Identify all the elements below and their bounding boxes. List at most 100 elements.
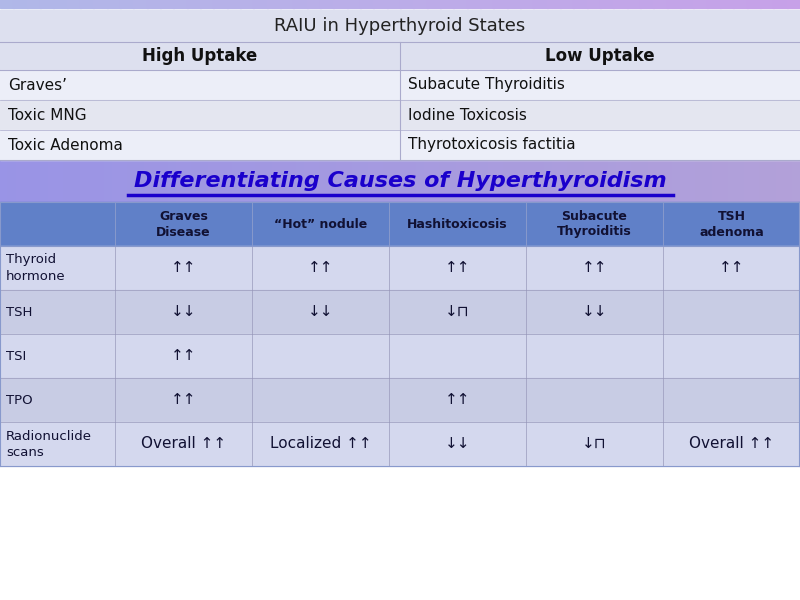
Bar: [488, 160, 497, 202]
Text: Graves’: Graves’: [8, 77, 67, 92]
Bar: [200, 160, 209, 202]
Bar: [344, 160, 353, 202]
Text: TSH: TSH: [6, 305, 32, 319]
Bar: [746, 0, 761, 8]
Bar: [240, 160, 249, 202]
Bar: [306, 0, 321, 8]
Bar: [296, 160, 305, 202]
Bar: [696, 160, 705, 202]
Bar: [480, 160, 489, 202]
Text: Thyroid
hormone: Thyroid hormone: [6, 253, 66, 283]
Bar: [254, 0, 268, 8]
Bar: [272, 160, 281, 202]
Text: Iodine Toxicosis: Iodine Toxicosis: [408, 107, 527, 122]
Bar: [216, 160, 225, 202]
Bar: [568, 160, 577, 202]
Bar: [464, 160, 473, 202]
Bar: [706, 0, 721, 8]
Bar: [280, 160, 289, 202]
Bar: [792, 160, 800, 202]
Bar: [360, 0, 374, 8]
Bar: [0, 334, 800, 378]
Bar: [48, 160, 57, 202]
Bar: [66, 0, 81, 8]
Bar: [0, 422, 800, 466]
Bar: [734, 0, 748, 8]
Bar: [632, 160, 641, 202]
Bar: [640, 160, 649, 202]
Bar: [88, 160, 97, 202]
Bar: [0, 70, 800, 100]
Bar: [0, 0, 14, 8]
Bar: [294, 0, 308, 8]
Bar: [288, 160, 297, 202]
Bar: [672, 160, 681, 202]
Bar: [146, 0, 161, 8]
Bar: [248, 160, 257, 202]
Bar: [472, 160, 481, 202]
Bar: [134, 0, 148, 8]
Bar: [408, 160, 417, 202]
Bar: [214, 0, 228, 8]
Bar: [466, 0, 481, 8]
Bar: [226, 0, 241, 8]
Bar: [416, 160, 425, 202]
Text: ↑↑: ↑↑: [170, 392, 196, 407]
Bar: [24, 160, 33, 202]
Bar: [328, 160, 337, 202]
Bar: [694, 0, 708, 8]
Bar: [374, 0, 388, 8]
Bar: [104, 160, 113, 202]
Text: ↓↓: ↓↓: [582, 304, 607, 319]
Bar: [384, 160, 393, 202]
Bar: [448, 160, 457, 202]
Text: Localized ↑↑: Localized ↑↑: [270, 437, 371, 451]
Bar: [80, 160, 89, 202]
Bar: [600, 160, 609, 202]
Text: High Uptake: High Uptake: [142, 47, 258, 65]
Bar: [512, 160, 521, 202]
Bar: [0, 130, 800, 160]
Text: Differentiating Causes of Hyperthyroidism: Differentiating Causes of Hyperthyroidis…: [134, 171, 666, 191]
Bar: [712, 160, 721, 202]
Bar: [552, 160, 561, 202]
Bar: [136, 160, 145, 202]
Bar: [64, 160, 73, 202]
Bar: [0, 42, 800, 70]
Bar: [184, 160, 193, 202]
Bar: [494, 0, 508, 8]
Bar: [0, 160, 9, 202]
Bar: [624, 160, 633, 202]
Bar: [546, 0, 561, 8]
Bar: [626, 0, 641, 8]
Bar: [600, 0, 614, 8]
Bar: [680, 0, 694, 8]
Bar: [480, 0, 494, 8]
Bar: [774, 0, 788, 8]
Bar: [506, 0, 521, 8]
Text: ↑↑: ↑↑: [170, 260, 196, 275]
Bar: [0, 246, 800, 290]
Text: Overall ↑↑: Overall ↑↑: [141, 437, 226, 451]
Text: ↓↓: ↓↓: [308, 304, 334, 319]
Bar: [688, 160, 697, 202]
Bar: [760, 0, 774, 8]
Bar: [520, 160, 529, 202]
Bar: [304, 160, 313, 202]
Bar: [160, 0, 174, 8]
Bar: [744, 160, 753, 202]
Bar: [40, 0, 54, 8]
Bar: [654, 0, 668, 8]
Bar: [704, 160, 713, 202]
Bar: [640, 0, 654, 8]
Bar: [320, 0, 334, 8]
Bar: [334, 0, 348, 8]
Bar: [280, 0, 294, 8]
Text: RAIU in Hyperthyroid States: RAIU in Hyperthyroid States: [274, 17, 526, 35]
Text: Radionuclide
scans: Radionuclide scans: [6, 430, 92, 458]
Bar: [440, 0, 454, 8]
Bar: [160, 160, 169, 202]
Bar: [440, 160, 449, 202]
Bar: [360, 160, 369, 202]
Bar: [768, 160, 777, 202]
